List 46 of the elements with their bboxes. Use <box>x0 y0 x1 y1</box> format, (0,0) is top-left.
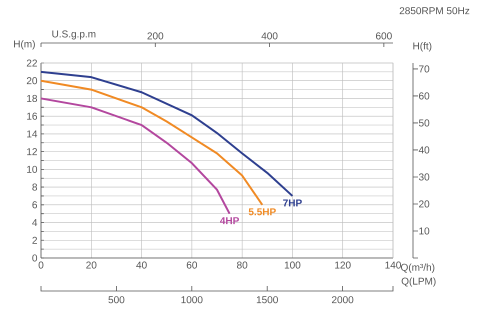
y-tick-label: 16 <box>27 112 38 120</box>
text: Q(LPM) <box>402 277 436 287</box>
y2-axis-title: H(ft) <box>413 42 432 52</box>
y-tick-label: 6 <box>32 201 38 208</box>
y2-tick-label: 30 <box>418 173 430 180</box>
line-series <box>40 97 231 215</box>
x-tick-label: 120 <box>335 262 351 269</box>
x2-tick-label: 600 <box>376 32 392 40</box>
x2-tick-label: 400 <box>261 32 278 40</box>
text: 500 <box>108 296 124 304</box>
line-series <box>40 70 294 197</box>
y-tick-label: 20 <box>26 77 38 84</box>
x2-axis-title: U.S.g.p.m <box>52 30 96 40</box>
x-tick-label: 20 <box>86 262 96 269</box>
y2-tick-label: 50 <box>418 119 430 126</box>
y2-tick-label: 70 <box>419 65 430 72</box>
x-tick-label: 0 <box>38 262 44 269</box>
y-tick-label: 12 <box>27 148 37 156</box>
y2-tick-label: 10 <box>419 227 430 235</box>
x-tick-label: 140 <box>385 262 401 269</box>
x-tick-label: 80 <box>237 262 248 269</box>
y-tick-label: 14 <box>27 130 38 138</box>
x-tick-label: 40 <box>136 262 147 269</box>
y-tick-label: 8 <box>32 184 38 191</box>
x-tick-label: 100 <box>284 262 300 269</box>
y-tick-label: 18 <box>27 94 38 102</box>
y-tick-label: 22 <box>26 60 37 66</box>
y2-tick-label: 40 <box>418 146 430 154</box>
text: 2000 <box>332 296 354 304</box>
y-tick-label: 2 <box>32 236 37 244</box>
text: 1000 <box>181 296 203 304</box>
series-label: 5.5HP <box>248 208 276 216</box>
x-axis-title: Q(m³/h) <box>401 264 434 273</box>
text: 1500 <box>256 296 278 304</box>
y-tick-label: 4 <box>32 219 38 226</box>
y-axis-title: H(m) <box>14 40 35 50</box>
series-label: 7HP <box>283 199 302 206</box>
series-label: 4HP <box>220 217 239 224</box>
y2-tick-label: 60 <box>419 92 430 100</box>
y-tick-label: 0 <box>32 254 38 262</box>
y-tick-label: 10 <box>27 166 38 173</box>
x-tick-label: 60 <box>186 262 198 269</box>
line-series <box>40 80 264 206</box>
y2-tick-label: 20 <box>419 200 430 208</box>
x2-tick-label: 200 <box>147 32 164 40</box>
text: 2850RPM 50Hz <box>400 7 470 14</box>
